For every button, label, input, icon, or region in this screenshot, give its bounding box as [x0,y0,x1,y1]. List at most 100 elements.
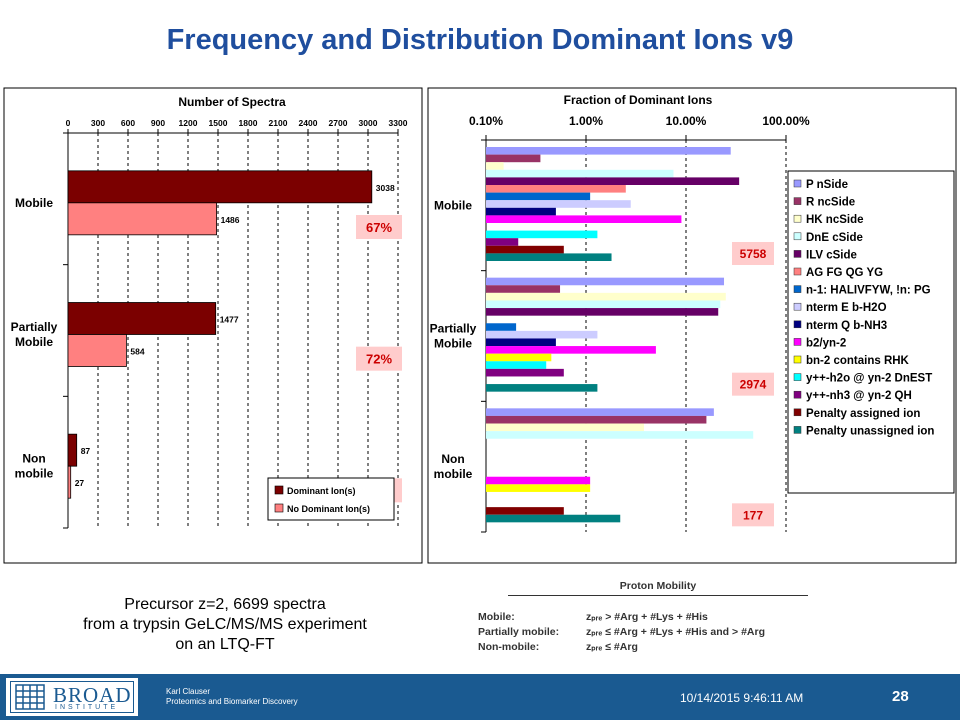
logo-subtitle: INSTITUTE [55,704,119,711]
bar [486,346,656,354]
bar [486,476,591,485]
bar [486,200,631,208]
x-tick-label: 1800 [239,118,258,128]
legend-label: HK ncSide [806,214,864,226]
legend-swatch [793,232,802,241]
x-tick-label: 1.00% [569,114,603,128]
count-label: 177 [743,508,763,522]
mobility-label: Non-mobile: [478,641,540,653]
x-tick-label: 0.10% [469,114,503,128]
bar [486,245,564,254]
broad-logo: BROAD INSTITUTE [6,678,138,716]
bar [67,334,127,367]
x-tick-label: 10.00% [666,114,707,128]
percent-box [356,346,402,371]
bar [486,423,644,432]
bar [486,384,598,392]
legend-label: n-1: HALIVFYW, !n: PG [806,285,931,297]
bar [486,484,591,492]
bar-value-label: 3038 [376,183,395,193]
bar [67,202,218,236]
legend-swatch [793,250,802,258]
x-tick-label: 300 [91,118,105,128]
bar [486,415,707,424]
legend-swatch [793,267,802,276]
mobility-rule: zₚᵣₑ > #Arg + #Lys + #His [586,611,708,623]
legend-swatch [793,426,802,434]
bar [486,308,719,316]
legend-label: bn-2 contains RHK [806,355,910,367]
x-tick-label: 1500 [209,118,228,128]
bar [486,353,552,362]
category-label: Non mobile [434,452,473,481]
count-box [732,242,774,265]
legend-swatch [793,285,802,293]
legend-label: No Dominant Ion(s) [287,504,370,514]
legend-label: P nSide [806,179,848,191]
legend-label: DnE cSide [806,232,863,244]
x-tick-label: 900 [151,118,165,128]
legend-swatch [793,355,802,364]
caption-line: from a trypsin GeLC/MS/MS experiment [83,616,367,633]
bar [486,330,598,339]
bar [486,154,541,163]
slide-footer: BROAD INSTITUTE Karl Clauser Proteomics … [0,674,960,720]
footer-datetime: 10/14/2015 9:46:11 AM [680,691,804,705]
bar [67,465,72,499]
legend-swatch [793,320,802,329]
bar [486,292,726,301]
legend-label: R ncSide [806,197,855,209]
legend-swatch [274,485,284,495]
author-department: Proteomics and Biomarker Discovery [166,697,298,706]
proton-mobility-legend: Proton Mobility Mobile: zₚᵣₑ > #Arg + #L… [478,580,838,655]
x-tick-label: 3000 [359,118,378,128]
bar [486,162,504,170]
legend-label: y++-nh3 @ yn-2 QH [806,390,912,402]
legend-swatch [793,302,802,311]
author-name: Karl Clauser [166,687,211,696]
bar [486,368,564,377]
page-number: 28 [892,688,909,705]
category-label: Mobile [434,198,472,212]
legend-label: Penalty unassigned ion [806,425,934,437]
bar [486,285,561,293]
legend-swatch [274,503,284,513]
x-tick-label: 1200 [179,118,198,128]
count-label: 5758 [740,247,767,261]
legend-label: Dominant Ion(s) [287,486,356,496]
bar [486,408,714,416]
chart-title: Number of Spectra [178,95,286,109]
bar [486,238,519,246]
legend-label: AG FG QG YG [806,267,883,279]
mobility-row: Non-mobile: zₚᵣₑ ≤ #Arg [478,640,838,655]
legend-label: ILV cSide [806,249,857,261]
x-tick-label: 0 [66,118,71,128]
bar [486,147,731,155]
caption-line: Precursor z=2, 6699 spectra [124,596,326,613]
mobility-row: Partially mobile: zₚᵣₑ ≤ #Arg + #Lys + #… [478,625,838,640]
footer-author: Karl Clauser Proteomics and Biomarker Di… [166,687,298,707]
bar [486,277,725,286]
bar-value-label: 27 [75,478,85,488]
x-tick-label: 100.00% [762,114,810,128]
percent-box [356,215,402,239]
bar [67,170,373,204]
category-label: Non mobile [15,452,54,481]
bar [67,302,217,335]
legend-label: nterm Q b-NH3 [806,320,887,332]
legend-swatch [793,373,802,381]
category-label: Partially Mobile [430,322,477,351]
bar [486,215,682,223]
x-tick-label: 3300 [389,118,408,128]
bar-value-label: 87 [81,446,91,456]
slide-title: Frequency and Distribution Dominant Ions… [166,24,794,56]
bar-value-label: 1477 [220,315,239,325]
bar [486,177,740,185]
x-tick-label: 2700 [329,118,348,128]
legend-label: Penalty assigned ion [806,408,920,420]
legend-label: b2/yn-2 [806,337,846,349]
bar [486,230,598,239]
percent-label: 72% [366,352,392,367]
